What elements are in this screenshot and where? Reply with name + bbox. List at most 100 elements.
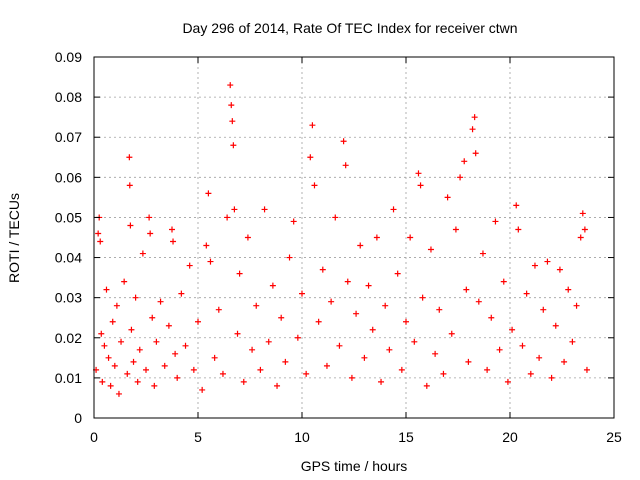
y-tick-label: 0.04 xyxy=(55,250,82,266)
data-point xyxy=(95,230,102,237)
data-point xyxy=(465,358,472,365)
data-point xyxy=(484,366,491,373)
data-point xyxy=(124,370,131,377)
y-tick-labels: 0 0.01 0.02 0.03 0.04 0.05 0.06 0.07 0.08 0.09 xyxy=(55,49,82,426)
data-point xyxy=(303,370,310,377)
data-point xyxy=(348,374,355,381)
y-tick-label: 0.09 xyxy=(55,49,82,65)
y-tick-label: 0 xyxy=(74,410,82,426)
y-tick-label: 0.08 xyxy=(55,89,82,105)
data-point xyxy=(373,234,380,241)
data-point xyxy=(311,182,318,189)
data-point xyxy=(278,314,285,321)
data-point xyxy=(496,346,503,353)
x-tick-label: 15 xyxy=(398,429,414,445)
data-point xyxy=(211,354,218,361)
data-point xyxy=(361,354,368,361)
x-tick-label: 5 xyxy=(194,429,202,445)
data-point xyxy=(203,242,210,249)
data-point xyxy=(323,362,330,369)
data-point xyxy=(440,370,447,377)
chart-title: Day 296 of 2014, Rate Of TEC Index for r… xyxy=(182,20,517,36)
data-point xyxy=(583,366,590,373)
data-point xyxy=(165,322,172,329)
data-point xyxy=(315,318,322,325)
data-point xyxy=(423,382,430,389)
data-point xyxy=(236,270,243,277)
data-point xyxy=(565,286,572,293)
data-point xyxy=(286,254,293,261)
data-point xyxy=(471,114,478,121)
data-point xyxy=(390,206,397,213)
data-point xyxy=(469,126,476,133)
data-point xyxy=(561,358,568,365)
data-point xyxy=(229,118,236,125)
y-tick-label: 0.02 xyxy=(55,330,82,346)
data-point xyxy=(219,370,226,377)
data-point xyxy=(357,242,364,249)
data-point xyxy=(274,382,281,389)
data-point xyxy=(299,290,305,297)
y-tick-label: 0.06 xyxy=(55,169,82,185)
plot-frame xyxy=(93,56,615,419)
data-point xyxy=(146,214,153,221)
data-point xyxy=(205,190,212,197)
data-point xyxy=(253,302,260,309)
data-point xyxy=(105,354,112,361)
data-point xyxy=(136,346,143,353)
data-point xyxy=(147,230,154,237)
data-point xyxy=(157,298,164,305)
data-point xyxy=(195,318,201,325)
data-point xyxy=(488,314,495,321)
y-tick-label: 0.03 xyxy=(55,290,82,306)
data-point xyxy=(234,330,241,337)
data-point xyxy=(128,326,135,333)
data-point xyxy=(417,182,424,189)
data-point xyxy=(369,326,376,333)
data-point xyxy=(452,226,459,233)
data-point xyxy=(513,202,520,209)
x-tick-labels: 0 5 10 15 20 25 xyxy=(90,429,622,445)
data-point xyxy=(577,234,584,241)
data-point xyxy=(540,306,547,313)
data-point xyxy=(244,234,251,241)
data-point xyxy=(109,318,116,325)
data-point xyxy=(103,286,110,293)
data-point xyxy=(365,282,372,289)
data-point xyxy=(336,342,343,349)
data-point xyxy=(169,226,175,233)
data-point xyxy=(249,346,256,353)
data-point xyxy=(407,234,414,241)
data-point xyxy=(432,350,439,357)
data-point xyxy=(548,374,555,381)
data-point xyxy=(231,206,238,213)
data-point xyxy=(143,366,149,373)
data-point xyxy=(294,334,301,341)
data-point xyxy=(224,214,231,221)
data-point xyxy=(556,266,563,273)
y-tick-label: 0.01 xyxy=(55,370,82,386)
data-point xyxy=(98,330,105,337)
data-point xyxy=(170,238,177,245)
data-point xyxy=(332,214,339,221)
data-point xyxy=(415,170,422,177)
data-point xyxy=(319,266,326,273)
data-point xyxy=(111,362,118,369)
data-point xyxy=(290,218,297,225)
data-point xyxy=(101,342,108,349)
data-point xyxy=(182,342,189,349)
data-point xyxy=(411,338,418,345)
y-axis-label: ROTI / TECUs xyxy=(6,193,22,283)
data-point xyxy=(531,262,538,269)
data-point xyxy=(97,238,104,245)
data-point xyxy=(573,302,580,309)
data-point xyxy=(186,262,193,269)
data-point xyxy=(519,342,526,349)
data-point xyxy=(134,378,141,385)
data-point xyxy=(161,362,168,369)
x-tick-label: 20 xyxy=(502,429,518,445)
y-tick-label: 0.05 xyxy=(55,209,82,225)
data-point xyxy=(172,350,179,357)
data-point xyxy=(107,382,114,389)
